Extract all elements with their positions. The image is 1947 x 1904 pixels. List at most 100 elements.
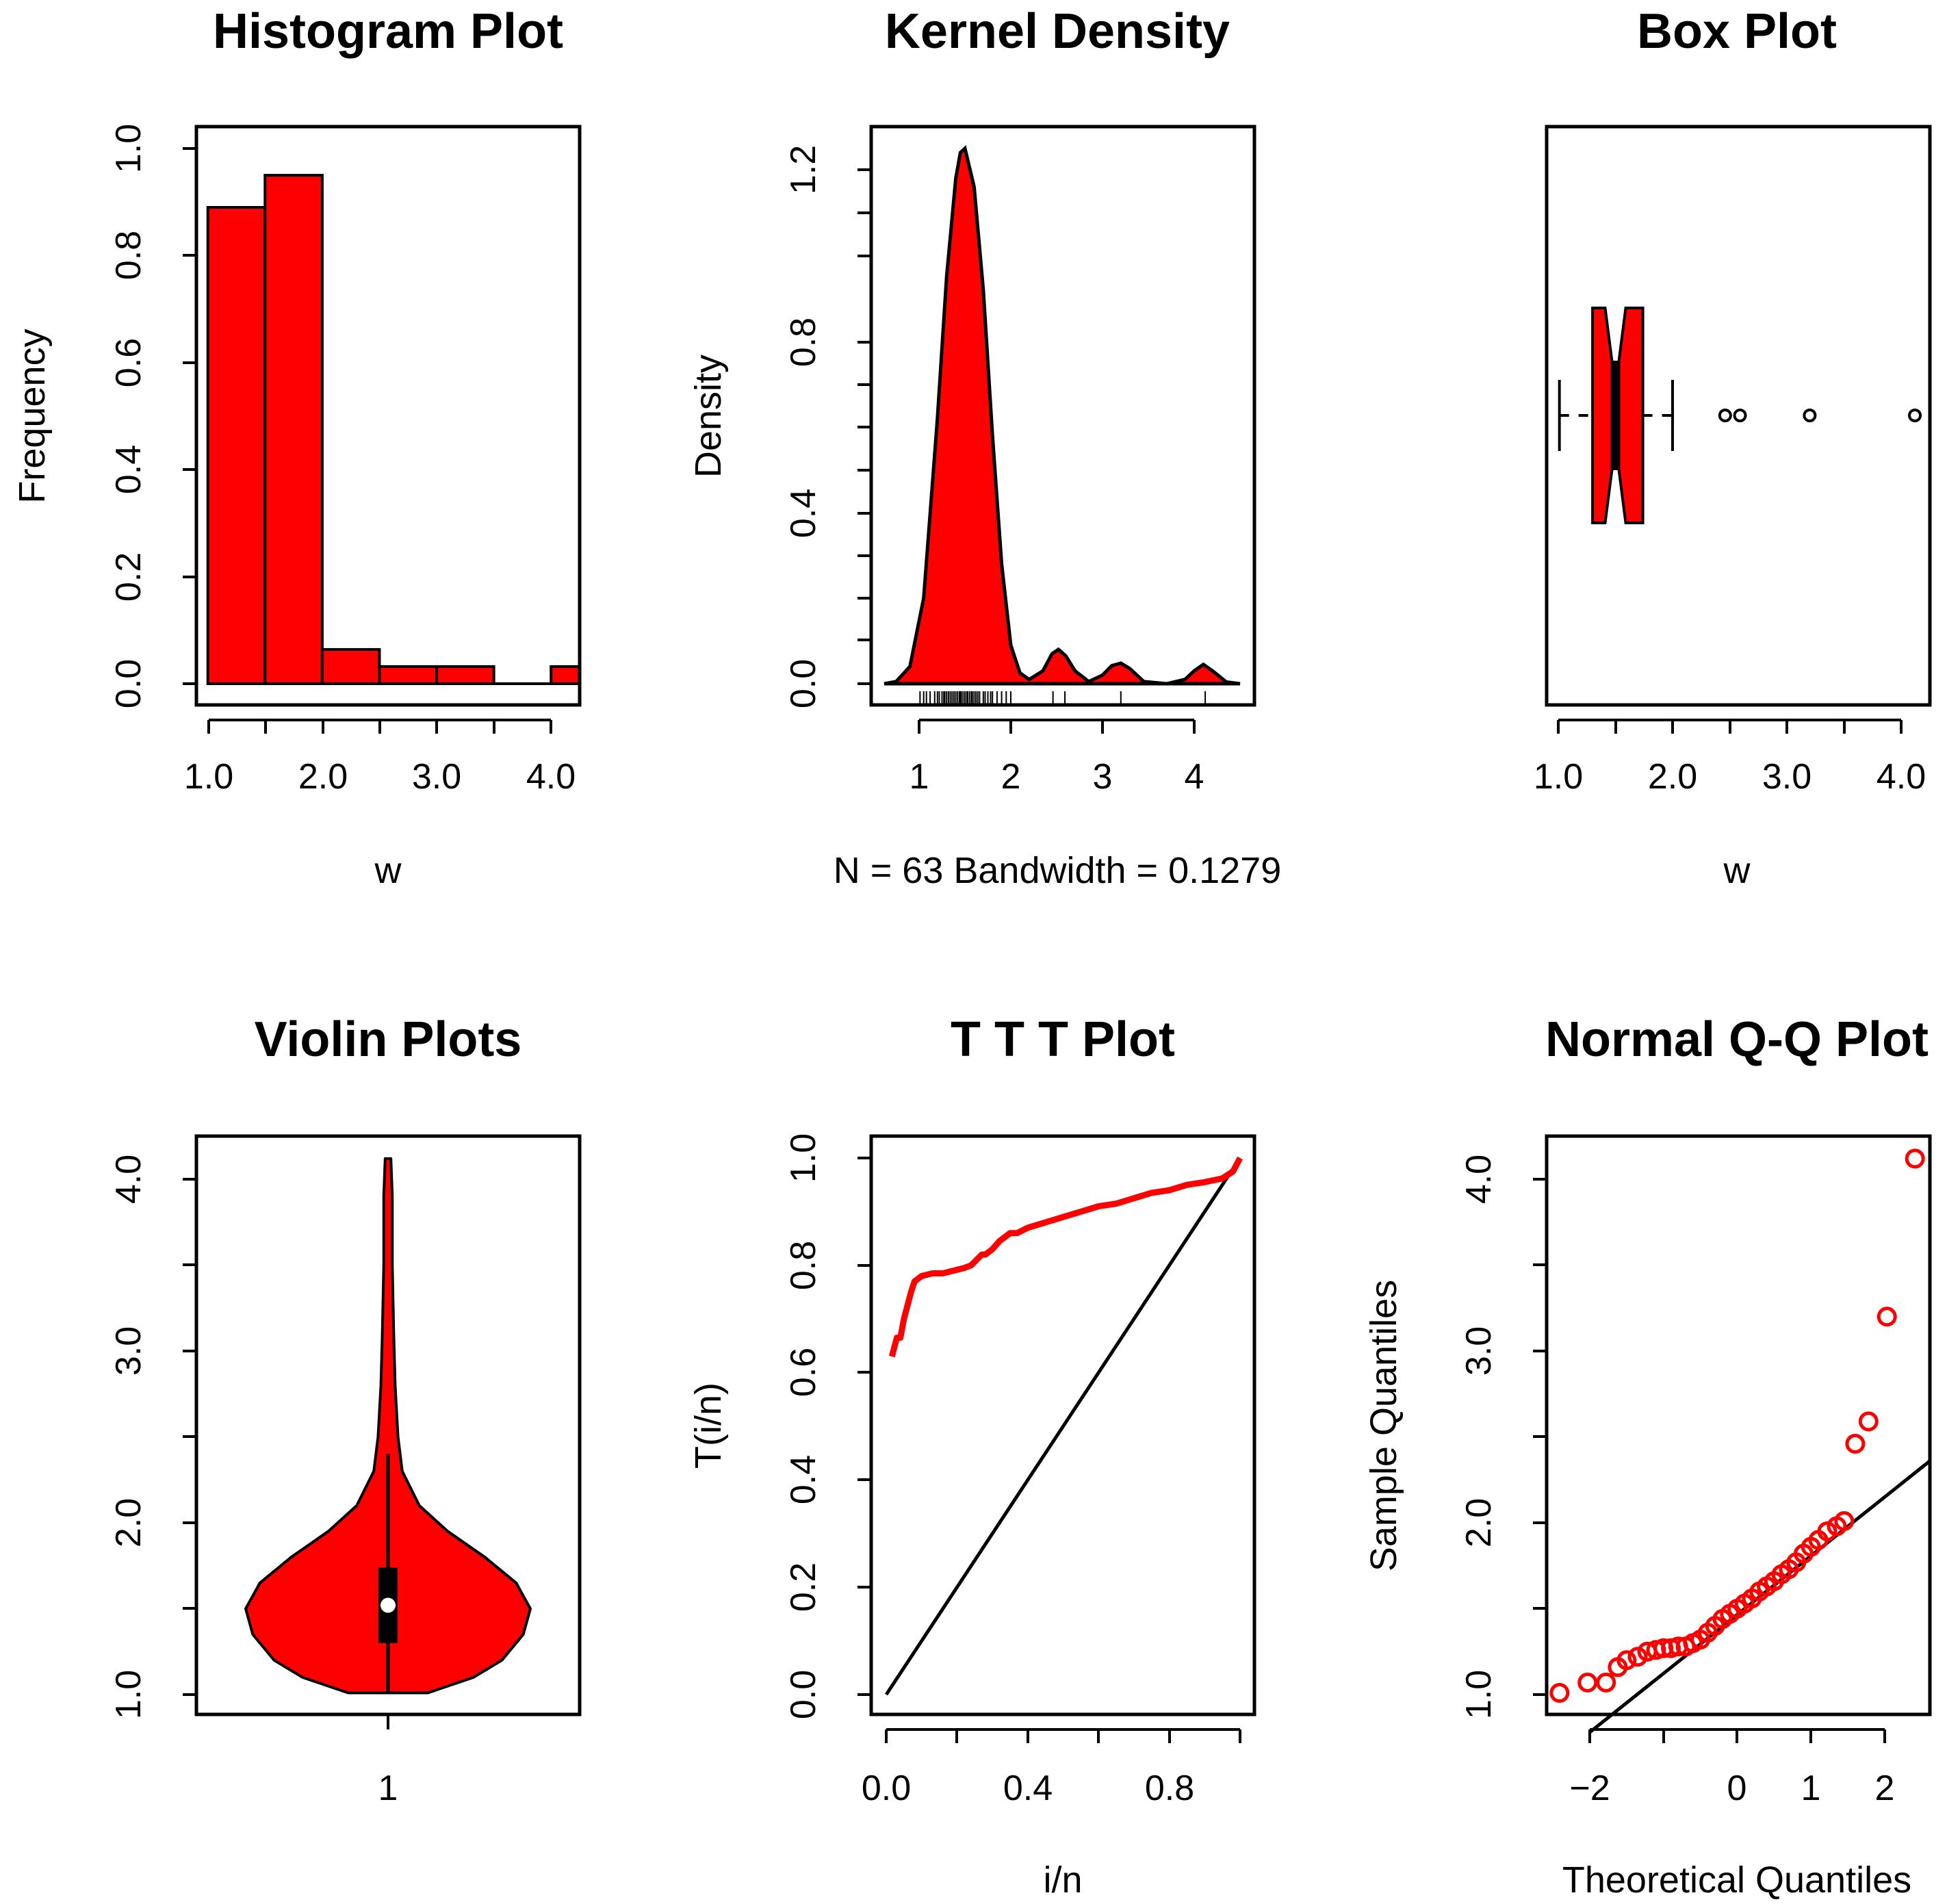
- qq-point: [1845, 1434, 1866, 1454]
- qq-x-axis: −2 0 1 2: [1569, 1728, 1895, 1808]
- violin-median-point: [381, 1597, 396, 1613]
- histogram-ytick: 1.0: [109, 124, 149, 173]
- histogram-y-axis: 0.0 0.2 0.4 0.6 0.8 1.0: [109, 124, 198, 708]
- boxplot-xtick: 2.0: [1648, 757, 1697, 797]
- qq-xtick: 1: [1801, 1768, 1821, 1808]
- ttt-x-axis: 0.0 0.4 0.8: [862, 1728, 1241, 1808]
- qq-point: [1834, 1510, 1855, 1531]
- histogram-ylabel: Frequency: [12, 329, 53, 503]
- boxplot-xtick: 3.0: [1762, 757, 1811, 797]
- qq-ylabel: Sample Quantiles: [1363, 1280, 1404, 1571]
- violin-y-axis: 1.0 2.0 3.0 4.0: [109, 1155, 198, 1719]
- qq-y-axis: 1.0 2.0 3.0 4.0: [1459, 1155, 1548, 1719]
- violin-ytick: 1.0: [109, 1670, 149, 1719]
- violin-x-axis: 1: [378, 1714, 398, 1808]
- density-ylabel: Density: [688, 355, 729, 478]
- histogram-ytick: 0.6: [109, 338, 149, 387]
- qq-ytick: 3.0: [1459, 1326, 1499, 1376]
- histogram-xlabel: w: [374, 850, 402, 891]
- histogram-bar: [320, 647, 381, 686]
- violin-ytick: 3.0: [109, 1326, 149, 1376]
- boxplot-outlier: [1733, 409, 1747, 422]
- density-xtick: 4: [1185, 757, 1204, 797]
- density-ytick: 0.4: [784, 489, 823, 538]
- violin-body: [244, 1157, 532, 1695]
- qq-ytick: 4.0: [1459, 1155, 1499, 1204]
- qq-frame: [1545, 1134, 1932, 1716]
- ttt-ytick: 1.0: [784, 1133, 823, 1183]
- ttt-ytick: 0.6: [784, 1348, 823, 1397]
- boxplot-outlier: [1803, 409, 1817, 422]
- violin-title: Violin Plots: [255, 1012, 522, 1067]
- density-ytick: 0.8: [784, 318, 823, 367]
- qq-ytick: 2.0: [1459, 1498, 1499, 1547]
- histogram-panel: Histogram Plot w Frequency 1.0 2.0 3.0 4…: [12, 4, 582, 891]
- ttt-y-axis: 0.0 0.2 0.4 0.6 0.8 1.0: [784, 1133, 873, 1719]
- histogram-ytick: 0.0: [109, 659, 149, 708]
- density-xtick: 2: [1001, 757, 1021, 797]
- histogram-ytick: 0.2: [109, 552, 149, 602]
- ttt-ytick: 0.2: [784, 1562, 823, 1612]
- histogram-bars: [206, 174, 582, 686]
- histogram-xtick: 1.0: [184, 757, 233, 797]
- ttt-ytick: 0.0: [784, 1670, 823, 1719]
- boxplot-outlier: [1908, 409, 1922, 422]
- histogram-title: Histogram Plot: [213, 4, 563, 59]
- boxplot-panel: Box Plot w 1.0 2.0 3.0 4.0: [1534, 4, 1932, 891]
- boxplot-marks: [1558, 307, 1922, 524]
- density-x-axis: 1 2 3 4: [910, 719, 1204, 797]
- qq-xtick: 2: [1875, 1768, 1895, 1808]
- boxplot-outlier: [1718, 409, 1732, 422]
- histogram-bar: [206, 206, 267, 685]
- boxplot-xtick: 4.0: [1877, 757, 1926, 797]
- ttt-panel: T T T Plot i/n T(i/n) 0.0 0.4 0.8 0.0 0: [688, 1012, 1256, 1901]
- histogram-xtick: 2.0: [298, 757, 348, 797]
- ttt-xlabel: i/n: [1043, 1860, 1082, 1901]
- histogram-bar: [263, 174, 324, 686]
- histogram-xtick: 3.0: [412, 757, 461, 797]
- qq-panel: Normal Q-Q Plot Theoretical Quantiles Sa…: [1363, 1012, 1932, 1901]
- ttt-xtick: 0.0: [862, 1768, 911, 1808]
- ttt-xtick: 0.8: [1145, 1768, 1194, 1808]
- density-y-axis: 0.0 0.4 0.8 1.2: [784, 145, 873, 708]
- density-title: Kernel Density: [885, 4, 1230, 59]
- qq-xtick: −2: [1569, 1768, 1610, 1808]
- density-xtick: 1: [910, 757, 929, 797]
- violin-ytick: 4.0: [109, 1155, 149, 1204]
- density-panel: Kernel Density N = 63 Bandwidth = 0.1279…: [688, 4, 1281, 891]
- qq-point: [1817, 1521, 1838, 1542]
- density-xlabel: N = 63 Bandwidth = 0.1279: [834, 850, 1282, 891]
- ttt-xtick: 0.4: [1003, 1768, 1053, 1808]
- qq-point: [1858, 1411, 1879, 1432]
- histogram-ytick: 0.8: [109, 231, 149, 280]
- qq-point: [1577, 1672, 1598, 1693]
- density-rug: [919, 691, 1207, 705]
- histogram-bar: [435, 665, 495, 686]
- ttt-title: T T T Plot: [951, 1012, 1175, 1067]
- qq-marks: [1549, 1148, 1931, 1734]
- boxplot-x-axis: 1.0 2.0 3.0 4.0: [1534, 719, 1926, 797]
- density-ytick: 1.2: [784, 145, 823, 194]
- qq-ytick: 1.0: [1459, 1670, 1499, 1719]
- boxplot-title: Box Plot: [1637, 4, 1837, 59]
- density-curve: [884, 144, 1241, 686]
- violin-marks: [244, 1157, 532, 1695]
- boxplot-frame: [1545, 125, 1932, 707]
- ttt-ytick: 0.8: [784, 1241, 823, 1290]
- ttt-curve: [888, 1156, 1243, 1358]
- qq-point: [1616, 1650, 1637, 1671]
- ttt-diagonal-line: [884, 1157, 1242, 1696]
- qq-title: Normal Q-Q Plot: [1545, 1012, 1929, 1067]
- qq-xlabel: Theoretical Quantiles: [1562, 1860, 1911, 1901]
- ttt-ytick: 0.4: [784, 1455, 823, 1504]
- histogram-bar: [550, 665, 582, 686]
- violin-xtick: 1: [378, 1768, 398, 1808]
- qq-point: [1549, 1682, 1570, 1703]
- boxplot-xtick: 1.0: [1534, 757, 1583, 797]
- qq-point: [1877, 1307, 1897, 1327]
- density-ytick: 0.0: [784, 659, 823, 708]
- ttt-lines: [884, 1156, 1243, 1696]
- histogram-xtick: 4.0: [526, 757, 576, 797]
- histogram-bar: [378, 665, 439, 686]
